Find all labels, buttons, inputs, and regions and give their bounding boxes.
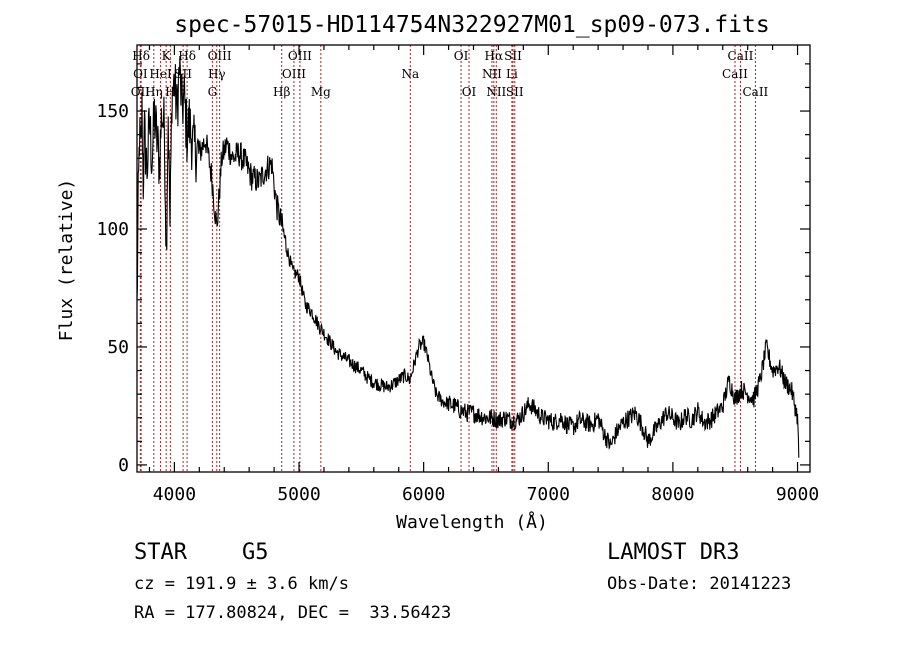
spectral-line-label: OIII [288,49,312,63]
observation-date: Obs-Date: 20141223 [607,574,792,594]
spectrum-series-line [136,55,800,458]
spectral-line-label: Li [506,67,518,81]
coordinates-info: RA = 177.80824, DEC = 33.56423 [134,603,452,623]
redshift-info: cz = 191.9 ± 3.6 km/s [134,574,349,594]
spectral-line-label: Mg [311,85,331,99]
spectral-line-markers [139,45,756,472]
spectral-line-label: Na [401,67,419,81]
spectral-line-label: OI [454,49,469,63]
x-tick-label: 6000 [402,484,445,505]
spectral-line-label: Hβ [273,85,290,99]
y-axis-label: Flux (relative) [56,179,77,342]
x-tick-label: 9000 [776,484,819,505]
spectral-line-label: SII [506,85,524,99]
x-tick-label: 7000 [527,484,570,505]
spectral-line-label: Hδ [132,49,150,63]
y-tick-label: 50 [107,337,129,358]
spectral-line-label: OI [133,67,148,81]
y-tick-label: 0 [118,455,129,476]
x-tick-label: 5000 [277,484,320,505]
spectral-line-label: NII [482,67,502,81]
spectral-line-label: OIII [208,49,232,63]
spectral-line-label: OII [131,85,151,99]
x-tick-label: 4000 [153,484,196,505]
spectral-line-label: NII [486,85,506,99]
spectral-line-label: Hγ [208,67,226,81]
spectral-subclass: G5 [242,540,269,565]
spectral-line-label: H [165,85,175,99]
spectral-line-label: Hδ [178,49,196,63]
spectral-line-label: HeI [149,67,172,81]
spectral-line-label: Hη [145,85,163,99]
survey-name: LAMOST DR3 [607,540,740,565]
spectral-line-label: K [162,49,172,63]
spectral-line-label: CaII [728,49,754,63]
spectral-line-label: SII [504,49,522,63]
spectral-line-label: CaII [722,67,748,81]
spectral-line-label: Hα [485,49,504,63]
x-axis-ticks: 4000 5000 6000 7000 8000 9000 [148,45,819,505]
x-axis-label: Wavelength (Å) [396,511,548,533]
spectral-line-label: SII [174,67,192,81]
x-tick-label: 8000 [651,484,694,505]
y-axis-ticks: 0 50 100 150 [96,63,810,476]
spectral-line-label: G [208,85,218,99]
object-type: STAR [134,540,187,565]
spectral-line-label: OIII [282,67,306,81]
chart-title: spec-57015-HD114754N322927M01_sp09-073.f… [174,12,769,38]
spectral-line-label: OI [462,85,477,99]
y-tick-label: 150 [96,101,129,122]
y-tick-label: 100 [96,219,129,240]
spectral-line-label: CaII [742,85,768,99]
